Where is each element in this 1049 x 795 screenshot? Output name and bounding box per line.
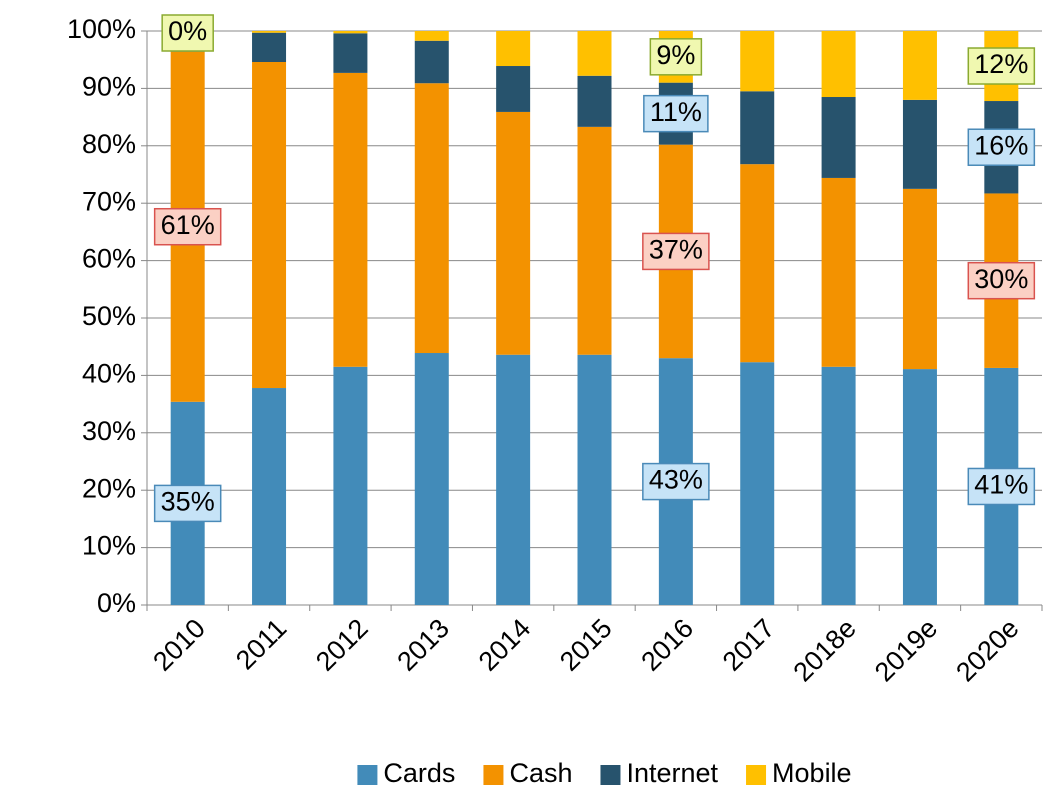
y-tick-label: 0% [97,588,136,618]
data-label-text: 12% [974,49,1028,79]
bar-segment [333,72,368,367]
y-tick-label: 60% [82,244,136,274]
bar-segment [252,31,287,33]
data-label: 11% [643,94,709,133]
data-label: 37% [642,232,710,271]
legend-swatch [357,765,378,785]
y-tick-label: 100% [67,14,136,44]
bar-segment [333,33,368,73]
data-label: 16% [967,128,1036,166]
bar-segment [902,188,937,370]
legend-label: Cards [383,758,455,788]
label-box [643,94,709,133]
bar-segment [414,40,449,84]
bar-segment [496,354,531,605]
x-tick-label: 2011 [230,613,292,675]
y-tick-label: 80% [82,129,136,159]
y-tick-label: 90% [82,72,136,102]
y-tick-label: 30% [82,416,136,446]
bar-segment [496,66,531,112]
bar-segment [496,31,531,67]
label-box [153,484,222,523]
data-label-text: 11% [650,97,702,127]
label-box [967,261,1036,300]
bar-segment [902,99,937,189]
data-label-text: 41% [974,470,1028,500]
bar-segment [333,366,368,605]
legend: Cards Cash Internet Mobile [357,758,852,788]
legend-swatch [483,765,504,785]
data-label: 9% [649,38,703,76]
x-tick-label: 2018e [788,613,862,687]
bar-segment [414,353,449,605]
bar-segment [821,97,856,178]
label-box [967,128,1036,166]
y-tick-label: 50% [82,301,136,331]
data-label-text: 30% [974,264,1028,294]
bar-segment [333,31,368,34]
bar-segment [414,31,449,41]
bar-segment [821,366,856,605]
data-label: 41% [967,467,1036,506]
x-tick-label: 2014 [473,613,537,677]
bar-segment [902,369,937,605]
y-tick-label: 10% [82,531,136,561]
bar-segment [577,75,612,127]
bar-segment [740,362,775,605]
label-box [161,14,214,52]
bar-segment [902,31,937,100]
label-box [967,47,1036,85]
data-label: 0% [161,14,214,52]
x-tick-label: 2019e [869,613,943,687]
bar-segment [821,31,856,98]
x-tick-label: 2012 [310,613,374,677]
data-label-text: 16% [974,130,1028,160]
x-tick-label: 2015 [554,613,618,677]
bar-segment [252,61,287,389]
label-box [153,207,222,246]
data-label: 30% [967,261,1036,300]
bar-segment [577,31,612,76]
bar-segment [577,126,612,355]
bar-segment [740,164,775,363]
label-box [642,462,710,501]
x-tick-label: 2017 [717,613,781,677]
label-box [649,38,703,76]
legend-swatch [600,765,621,785]
bar-segment [740,91,775,165]
data-label-text: 37% [649,235,703,265]
x-tick-label: 2013 [391,613,455,677]
x-tick-label: 2010 [147,613,211,677]
bar-segment [252,32,287,62]
bar-segment [740,31,775,92]
label-box [967,467,1036,506]
data-label-text: 61% [161,210,215,240]
y-tick-label: 40% [82,359,136,389]
data-label-text: 0% [168,16,207,46]
y-tick-label: 20% [82,473,136,503]
data-label: 61% [153,207,222,246]
bar-segment [577,354,612,605]
data-label-text: 35% [161,487,215,517]
bar-segment [414,83,449,354]
data-label: 43% [642,462,710,501]
label-box [642,232,710,271]
bar-segment [252,388,287,605]
legend-label: Internet [626,758,718,788]
legend-swatch [746,765,767,785]
x-tick-label: 2020e [950,613,1024,687]
x-tick-label: 2016 [635,613,699,677]
legend-label: Mobile [772,758,852,788]
bar-segment [821,177,856,367]
bar-segment [496,111,531,355]
data-label: 12% [967,47,1036,85]
data-label-text: 9% [656,40,695,70]
data-label: 35% [153,484,222,523]
y-tick-label: 70% [82,186,136,216]
legend-label: Cash [509,758,572,788]
data-label-text: 43% [649,465,703,495]
